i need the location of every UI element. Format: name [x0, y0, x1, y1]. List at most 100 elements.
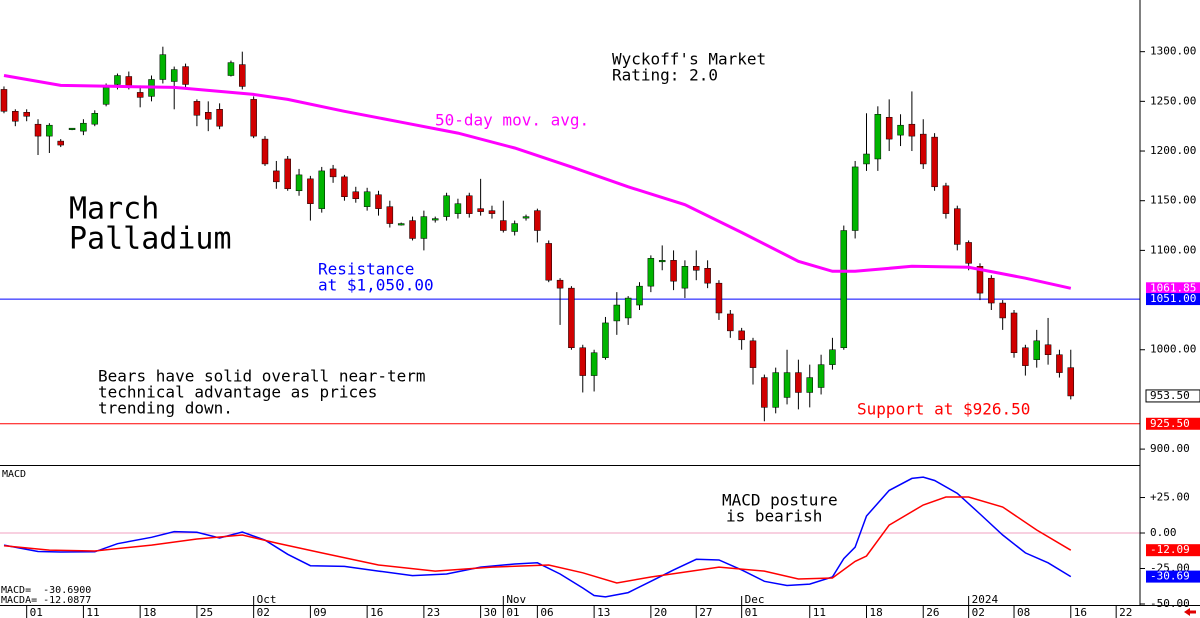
- candle-body: [193, 101, 201, 116]
- annotation: Rating: 2.0: [612, 66, 718, 85]
- last-price-tag-text: 953.50: [1150, 389, 1190, 402]
- candle-body: [136, 92, 144, 98]
- candle-body: [999, 302, 1006, 319]
- candle-body: [295, 174, 303, 192]
- candle-body: [840, 230, 848, 349]
- candle-body: [897, 124, 904, 136]
- x-tick-label: 02: [972, 606, 985, 618]
- support-label: Support at $926.50: [857, 400, 1030, 419]
- month-label: 2024: [972, 593, 999, 606]
- annotation: Bears have solid overall near-term: [98, 367, 426, 386]
- candle-body: [670, 260, 677, 282]
- candle-body: [976, 266, 984, 294]
- candle-body: [239, 64, 246, 87]
- candle-body: [454, 203, 462, 214]
- panel-title: MACD: [2, 469, 26, 480]
- candle-body: [874, 114, 882, 160]
- resistance-label: Resistance: [318, 260, 414, 279]
- month-label: Nov: [506, 593, 526, 606]
- scroll-arrow[interactable]: [1184, 608, 1196, 616]
- candle-body: [23, 112, 30, 117]
- candle-body: [704, 268, 711, 284]
- candle-body: [477, 208, 484, 212]
- plot-content: [0, 46, 1140, 598]
- candle-body: [931, 136, 938, 188]
- level-tag: [1146, 417, 1200, 430]
- candle-body: [863, 153, 870, 165]
- candle-body: [1022, 347, 1029, 366]
- x-tick-label: 18: [869, 606, 882, 618]
- annotation: Wyckoff's Market: [612, 50, 766, 69]
- annotation: trending down.: [98, 399, 233, 418]
- candle-body: [693, 266, 700, 271]
- x-tick-label: 16: [370, 606, 383, 618]
- x-tick-label: 01: [745, 606, 758, 618]
- candle-body: [125, 76, 133, 86]
- candle-body: [273, 170, 280, 183]
- annotation: is bearish: [726, 507, 822, 526]
- x-tick-label: 22: [1119, 606, 1132, 618]
- candle-body: [46, 124, 53, 137]
- resistance-label: at $1,050.00: [318, 276, 434, 295]
- candle-body: [727, 313, 734, 332]
- candle-body: [466, 195, 473, 214]
- candle-body: [590, 352, 598, 376]
- x-tick-label: 26: [926, 606, 939, 618]
- candle-body: [409, 220, 416, 239]
- candle-body: [216, 109, 223, 127]
- candle-body: [556, 279, 564, 289]
- x-tick-label: 09: [313, 606, 326, 618]
- chart-title: Palladium: [69, 222, 232, 257]
- candle-body: [500, 220, 507, 231]
- x-tick-label: 13: [597, 606, 610, 618]
- candle-body: [375, 194, 382, 209]
- candle-body: [885, 116, 893, 140]
- candle-body: [817, 364, 825, 388]
- line-last-tag: [1146, 282, 1200, 295]
- x-tick-label: 11: [86, 606, 99, 618]
- candle-body: [91, 113, 99, 125]
- x-tick-label: 25: [200, 606, 213, 618]
- candle-body: [227, 62, 235, 76]
- candle-body: [988, 277, 995, 304]
- level-tag-text: 925.50: [1150, 417, 1190, 430]
- x-tick-label: 30: [484, 606, 497, 618]
- candle-body: [363, 191, 371, 207]
- chart-title: March: [69, 192, 159, 227]
- x-tick-label: 18: [143, 606, 156, 618]
- readout: MACDA= -12.0877: [1, 595, 91, 606]
- month-label: Dec: [745, 593, 765, 606]
- candle-body: [783, 372, 791, 398]
- candle-body: [329, 168, 337, 178]
- macd-line: [3, 496, 1072, 584]
- level-tag: [1146, 293, 1200, 306]
- candle-body: [545, 243, 552, 281]
- candle-body: [738, 330, 745, 341]
- candle-body: [431, 218, 439, 221]
- candle-body: [102, 87, 110, 105]
- x-tick-label: 02: [257, 606, 270, 618]
- y-tick-label: 900.00: [1150, 442, 1190, 455]
- macd-last-tag-text: -30.69: [1150, 570, 1190, 583]
- candle-body: [534, 210, 541, 231]
- x-tick-label: 06: [540, 606, 553, 618]
- candle-body: [795, 372, 802, 393]
- macd-last-tag: [1146, 544, 1200, 557]
- level-tag-text: 1051.00: [1150, 292, 1196, 305]
- candle-body: [772, 372, 779, 408]
- candle-body: [715, 282, 723, 314]
- candle-body: [0, 89, 8, 112]
- candle-body: [624, 297, 632, 319]
- candle-body: [1067, 367, 1075, 397]
- annotation: technical advantage as prices: [98, 383, 377, 402]
- candle-body: [602, 322, 609, 358]
- y-tick-label: 1250.00: [1150, 94, 1196, 107]
- x-tick-label: 23: [427, 606, 440, 618]
- candle-body: [647, 258, 655, 287]
- line-label: 50-day mov. avg.: [435, 111, 589, 130]
- y-tick-label: 1100.00: [1150, 243, 1196, 256]
- candle-body: [284, 158, 291, 190]
- y-tick-label: 1150.00: [1150, 194, 1196, 207]
